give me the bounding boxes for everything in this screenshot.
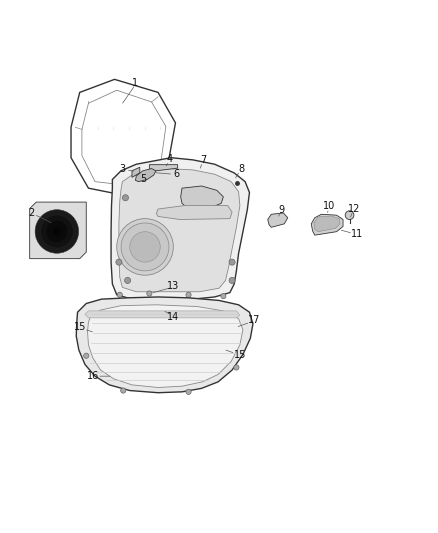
Polygon shape bbox=[268, 213, 288, 228]
Polygon shape bbox=[85, 311, 240, 318]
Text: 2: 2 bbox=[28, 208, 34, 219]
Circle shape bbox=[229, 259, 235, 265]
Text: 6: 6 bbox=[173, 169, 180, 179]
Circle shape bbox=[46, 221, 68, 243]
Text: 11: 11 bbox=[351, 229, 364, 239]
Polygon shape bbox=[132, 167, 140, 177]
Text: 9: 9 bbox=[279, 205, 285, 215]
Circle shape bbox=[345, 211, 354, 220]
Text: 17: 17 bbox=[247, 316, 260, 326]
Polygon shape bbox=[30, 202, 86, 259]
Polygon shape bbox=[88, 305, 243, 387]
Polygon shape bbox=[181, 186, 223, 209]
Circle shape bbox=[186, 292, 191, 297]
Polygon shape bbox=[135, 168, 156, 182]
Circle shape bbox=[117, 292, 122, 297]
Polygon shape bbox=[149, 165, 178, 172]
Circle shape bbox=[40, 215, 74, 248]
Circle shape bbox=[122, 195, 128, 201]
Circle shape bbox=[124, 277, 131, 284]
Circle shape bbox=[53, 227, 61, 236]
Text: 15: 15 bbox=[234, 350, 246, 360]
Text: 3: 3 bbox=[119, 164, 125, 174]
Polygon shape bbox=[156, 206, 232, 220]
Circle shape bbox=[229, 277, 235, 284]
Circle shape bbox=[116, 259, 122, 265]
Text: 5: 5 bbox=[140, 174, 146, 184]
Circle shape bbox=[221, 294, 226, 298]
Circle shape bbox=[120, 388, 126, 393]
Text: 13: 13 bbox=[167, 281, 180, 291]
Text: 1: 1 bbox=[132, 78, 138, 88]
Text: 15: 15 bbox=[74, 322, 87, 333]
Polygon shape bbox=[76, 297, 253, 393]
Text: 4: 4 bbox=[166, 155, 173, 165]
Polygon shape bbox=[119, 168, 240, 292]
Polygon shape bbox=[311, 214, 343, 235]
Circle shape bbox=[234, 365, 239, 370]
Text: 8: 8 bbox=[239, 164, 245, 174]
Circle shape bbox=[117, 219, 173, 275]
Circle shape bbox=[84, 353, 89, 358]
Circle shape bbox=[147, 291, 152, 296]
Text: 10: 10 bbox=[323, 201, 336, 212]
Circle shape bbox=[130, 232, 160, 262]
Text: 7: 7 bbox=[201, 155, 207, 165]
Text: 12: 12 bbox=[348, 204, 360, 214]
Text: 14: 14 bbox=[167, 312, 180, 322]
Circle shape bbox=[35, 209, 79, 253]
Text: 16: 16 bbox=[87, 371, 99, 381]
Circle shape bbox=[121, 223, 169, 271]
Circle shape bbox=[186, 389, 191, 394]
Polygon shape bbox=[111, 158, 250, 299]
Polygon shape bbox=[314, 216, 340, 232]
